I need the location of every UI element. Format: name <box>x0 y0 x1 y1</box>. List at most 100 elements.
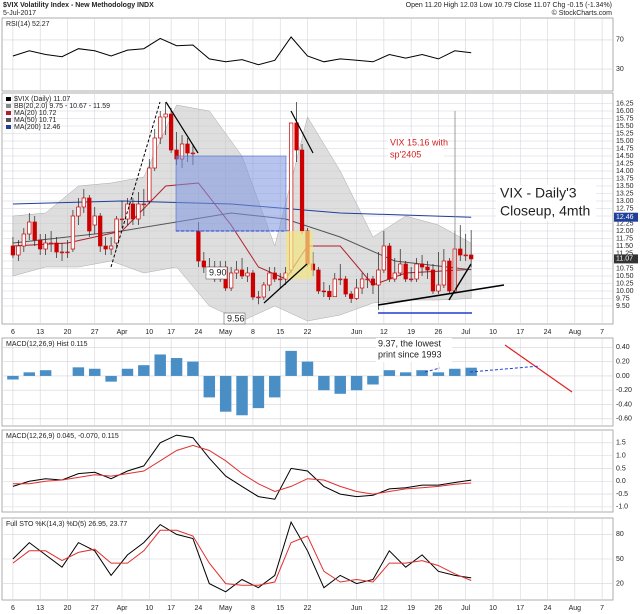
y-tick-label: 15.00 <box>616 138 634 145</box>
candle-body <box>21 233 26 247</box>
series-line <box>12 434 472 500</box>
candle-body <box>463 254 468 257</box>
x-tick-label: 12 <box>380 605 388 612</box>
candle-body <box>409 278 414 281</box>
histogram-bar <box>301 361 314 376</box>
x-tick-label: 6 <box>11 329 15 336</box>
panel-title: Full STO %K(14,3) %D(5) 26.95, 23.77 <box>6 521 127 528</box>
y-tick-label: 30 <box>616 66 624 73</box>
candle-body <box>250 272 256 298</box>
x-tick-label: 24 <box>194 329 202 336</box>
candle-body <box>430 269 436 292</box>
histogram-bar <box>23 372 36 376</box>
histogram-bar <box>39 370 52 376</box>
chart-title: $VIX Volatility Index - New Methodology … <box>3 2 154 9</box>
x-tick-label: 8 <box>251 329 255 336</box>
trend-line <box>448 263 472 301</box>
histogram-bar <box>105 375 117 382</box>
x-tick-label: 10 <box>489 605 497 612</box>
x-tick-label: 24 <box>194 605 202 612</box>
panel-title: MACD(12,26,9) 0.045, -0.070, 0.115 <box>6 433 119 440</box>
note-bg <box>376 338 452 362</box>
y-tick-label: 15.25 <box>616 130 634 137</box>
panels: 70 30 RSI(14) 52.27 6 13 20 27 Apr 10 17 24 May 8 15 2… <box>1 17 638 612</box>
chart-date: 5-Jul-2017 <box>3 10 36 17</box>
panel-title: RSI(14) 52.27 <box>6 21 50 28</box>
annotation: Closeup, 4mth <box>500 203 590 219</box>
trend-line <box>504 344 573 393</box>
annotation: sp'2405 <box>390 149 421 159</box>
x-tick-label: 22 <box>304 605 312 612</box>
candle-body <box>119 218 125 221</box>
annotation: 9.37, the lowest <box>378 338 442 348</box>
candle-body <box>76 206 81 217</box>
histogram-bar <box>89 368 101 376</box>
histogram-bar <box>187 361 199 376</box>
histogram-bar <box>170 358 183 376</box>
candle-body <box>376 269 381 286</box>
y-tick-label: 15.75 <box>616 115 634 122</box>
y-tick-label: 10.00 <box>616 288 634 295</box>
x-tick-label: Apr <box>117 605 129 612</box>
candle-body <box>92 215 97 226</box>
candle-body <box>392 272 397 280</box>
candle-body <box>414 263 419 280</box>
y-tick-label: 11.50 <box>616 243 633 250</box>
candle-body <box>321 290 326 293</box>
annotation: 9.90 <box>209 267 227 277</box>
candle-body <box>54 242 59 253</box>
price-tag <box>614 254 638 264</box>
y-tick-label: 13.50 <box>616 183 634 190</box>
price-tag <box>614 212 638 222</box>
label-box <box>223 312 246 325</box>
x-tick-label: May <box>219 329 233 336</box>
candle-body <box>327 290 332 298</box>
candle-body <box>38 239 43 250</box>
x-tick-label: May <box>219 605 233 612</box>
candle-body <box>469 254 474 260</box>
histogram-bar <box>432 372 445 376</box>
candle-body <box>349 293 354 299</box>
candle-body <box>98 215 103 247</box>
candle-body <box>108 245 114 250</box>
x-tick-label: 19 <box>407 605 415 612</box>
candle-body <box>370 278 376 286</box>
x-tick-label: 13 <box>36 605 44 612</box>
candle-body <box>196 230 201 262</box>
candle-body <box>256 296 261 299</box>
y-tick-label: -0.40 <box>616 401 632 408</box>
x-tick-label: Aug <box>569 329 582 336</box>
candle-body <box>332 278 337 298</box>
y-tick-label: 0.0 <box>616 478 626 485</box>
y-tick-label: 0.5 <box>616 465 626 472</box>
trend-line <box>110 101 161 268</box>
x-tick-label: 15 <box>276 329 284 336</box>
candle-body <box>261 284 266 298</box>
y-tick-label: 9.50 <box>616 303 630 310</box>
note-bg <box>496 185 596 221</box>
legend-swatch <box>6 125 11 129</box>
candle-body <box>354 287 359 299</box>
trend-line <box>469 365 541 373</box>
candle-body <box>234 269 239 274</box>
price-tag-label: 12.46 <box>616 214 634 221</box>
y-tick-label: 14.50 <box>616 153 634 160</box>
candle-body <box>147 167 152 202</box>
x-tick-label: 27 <box>91 605 99 612</box>
x-tick-label: 17 <box>167 329 175 336</box>
y-tick-label: 12.75 <box>616 205 634 212</box>
legend-label: MA(50) 10.71 <box>14 117 57 124</box>
candle-body <box>403 263 408 280</box>
drawings: VIX 15.16 with sp'2405 VIX - Daily'3 Clo… <box>110 101 596 393</box>
y-tick-label: 14.25 <box>616 160 634 167</box>
histogram-bar <box>285 350 297 376</box>
y-tick-label: -0.5 <box>616 491 628 498</box>
histogram-bar <box>449 368 461 376</box>
y-tick-label: 0.20 <box>616 358 630 365</box>
candle-body <box>48 242 54 245</box>
histogram-bar <box>236 375 248 416</box>
legend-label: BB(20,2.0) 9.75 - 10.67 - 11.59 <box>14 103 110 110</box>
y-tick-label: 10.50 <box>616 273 634 280</box>
legend-label: MA(20) 10.72 <box>14 110 57 117</box>
